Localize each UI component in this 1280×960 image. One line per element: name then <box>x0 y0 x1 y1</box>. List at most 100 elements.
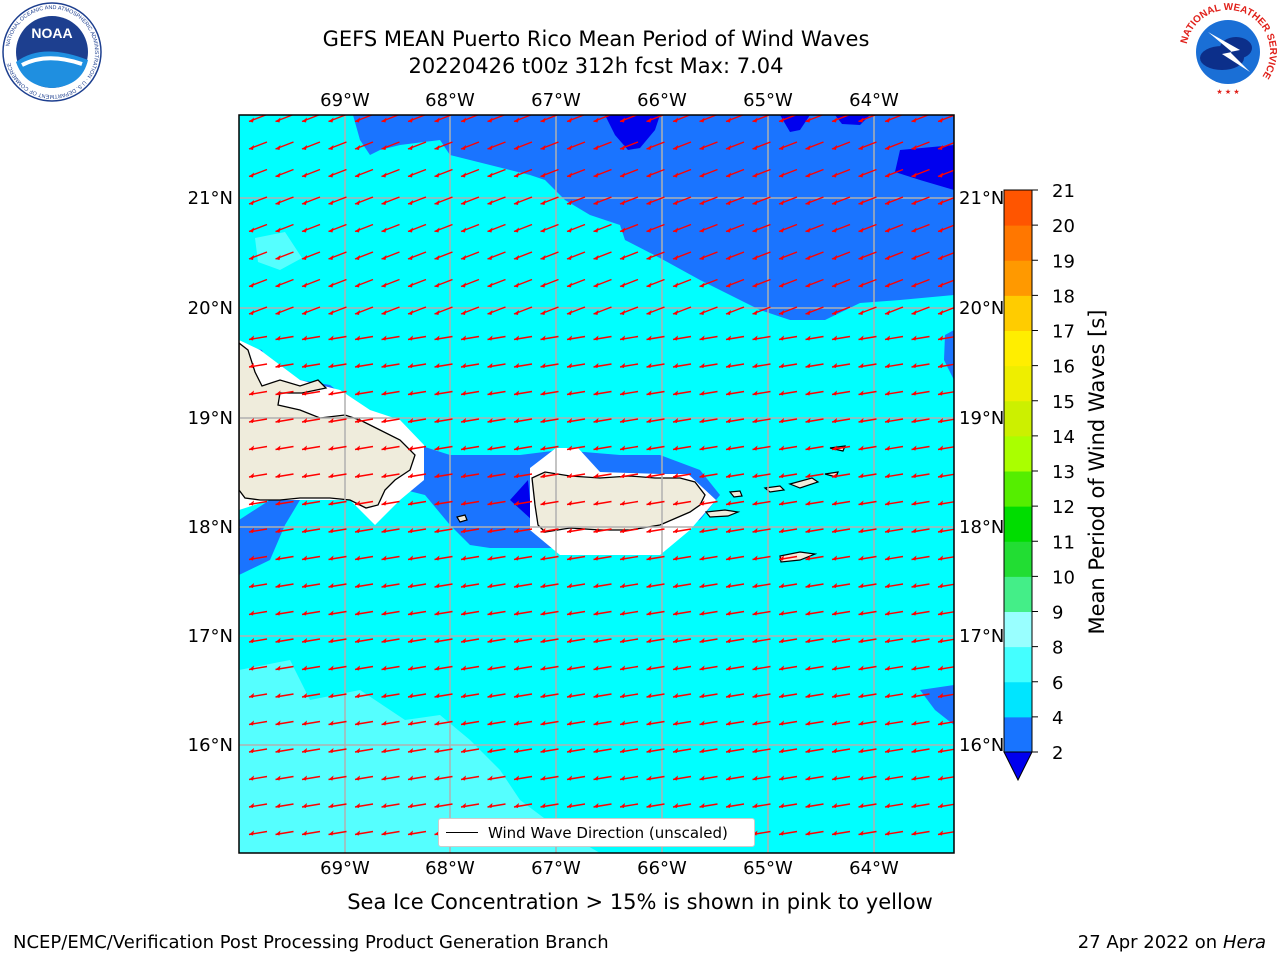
wind-wave-arrowhead <box>275 363 281 368</box>
wind-wave-arrowhead <box>567 803 572 808</box>
wind-wave-arrowhead <box>593 172 599 178</box>
wind-wave-arrowhead <box>275 310 281 315</box>
wind-wave-arrowhead <box>434 255 440 260</box>
wind-wave-arrowhead <box>461 610 466 616</box>
wind-wave-arrowhead <box>832 555 837 561</box>
wind-wave-arrowhead <box>249 803 254 808</box>
wind-wave-arrowhead <box>355 335 360 341</box>
wind-wave-arrowhead <box>328 610 334 616</box>
wind-wave-arrowhead <box>408 665 413 671</box>
wind-wave-arrowhead <box>832 200 837 205</box>
wind-wave-arrowhead <box>593 610 599 616</box>
wind-wave-arrowhead <box>302 200 307 205</box>
wind-wave-arrowhead <box>540 748 546 753</box>
wind-wave-arrowhead <box>805 803 811 808</box>
wind-wave-arrowhead <box>646 418 652 423</box>
wind-wave-arrowhead <box>514 638 519 643</box>
wind-wave-arrowhead <box>699 255 705 260</box>
wind-wave-arrowhead <box>858 282 864 288</box>
wind-wave-arrowhead <box>302 830 307 836</box>
colorbar-segment <box>1004 435 1032 472</box>
wind-wave-arrowhead <box>593 390 599 396</box>
wind-wave-arrowhead <box>381 363 387 368</box>
wind-wave-arrowhead <box>302 363 307 368</box>
wind-wave-arrowhead <box>938 172 943 178</box>
wind-wave-arrowhead <box>302 610 307 616</box>
wind-wave-arrowhead <box>302 555 307 561</box>
lon-label-top: 65°W <box>743 90 793 111</box>
wind-wave-arrowhead <box>514 748 519 753</box>
wind-wave-arrowhead <box>911 172 917 178</box>
wind-wave-arrowhead <box>461 528 466 533</box>
wind-wave-arrowhead <box>726 310 731 315</box>
wind-wave-arrowhead <box>673 720 678 726</box>
wind-wave-arrowhead <box>302 255 307 260</box>
lat-label-left: 19°N <box>188 408 233 429</box>
wind-wave-arrowhead <box>381 473 387 478</box>
wind-wave-arrowhead <box>673 310 678 315</box>
wind-wave-arrowhead <box>355 418 360 423</box>
wind-wave-arrowhead <box>461 418 466 423</box>
wind-wave-arrowhead <box>673 418 678 423</box>
wind-wave-arrowhead <box>381 145 387 150</box>
wind-wave-arrowhead <box>381 200 387 205</box>
wind-wave-arrowhead <box>885 748 890 753</box>
wind-wave-arrowhead <box>514 363 519 368</box>
wind-wave-arrowhead <box>752 117 758 123</box>
wind-wave-arrowhead <box>832 335 837 341</box>
colorbar-tick-label: 17 <box>1052 322 1075 343</box>
wind-wave-arrowhead <box>434 775 440 781</box>
wind-wave-arrowhead <box>752 310 758 315</box>
wind-wave-arrowhead <box>911 500 917 506</box>
lon-label-top: 68°W <box>425 90 475 111</box>
wind-wave-arrowhead <box>752 555 758 561</box>
wind-wave-arrowhead <box>699 390 705 396</box>
wind-wave-arrowhead <box>381 117 387 123</box>
colorbar-tick-label: 16 <box>1052 357 1075 378</box>
wind-wave-arrowhead <box>487 803 493 808</box>
colorbar-segment <box>1004 225 1032 261</box>
wind-wave-arrowhead <box>646 610 652 616</box>
lon-label-top: 64°W <box>849 90 899 111</box>
lat-label-right: 17°N <box>959 626 1004 647</box>
title-line-1: GEFS MEAN Puerto Rico Mean Period of Win… <box>322 27 870 51</box>
wind-wave-arrowhead <box>752 282 758 288</box>
period-2-4s-hispaniola-south <box>239 500 300 575</box>
wind-wave-arrowhead <box>911 555 917 561</box>
wind-wave-arrowhead <box>805 363 811 368</box>
wind-wave-arrowhead <box>593 255 599 260</box>
wind-wave-arrowhead <box>593 145 599 150</box>
wind-wave-arrowhead <box>249 227 254 233</box>
lat-label-left: 18°N <box>188 517 233 538</box>
wind-wave-arrowhead <box>752 665 758 671</box>
wind-wave-arrowhead <box>911 775 917 781</box>
wind-wave-arrowhead <box>832 528 837 533</box>
wind-wave-arrowhead <box>487 390 493 396</box>
wind-wave-arrowhead <box>858 748 864 753</box>
wind-wave-arrowhead <box>408 418 413 423</box>
wind-wave-arrowhead <box>540 720 546 726</box>
wind-wave-arrowhead <box>911 610 917 616</box>
wind-wave-arrowhead <box>355 528 360 533</box>
lon-labels-bottom: 69°W 68°W 67°W 66°W 65°W 64°W <box>320 858 899 879</box>
wind-wave-arrowhead <box>275 803 281 808</box>
wind-wave-arrowhead <box>858 390 864 396</box>
wind-wave-arrowhead <box>328 335 334 341</box>
wind-wave-arrowhead <box>540 335 546 341</box>
lon-label-top: 69°W <box>320 90 370 111</box>
wind-wave-arrowhead <box>779 775 784 781</box>
wind-wave-arrowhead <box>938 720 943 726</box>
wind-wave-arrowhead <box>249 117 254 123</box>
wind-wave-arrowhead <box>355 693 360 698</box>
wind-wave-arrowhead <box>620 583 625 588</box>
period-6-8s-area-nw <box>255 232 302 270</box>
wind-wave-arrowhead <box>646 775 652 781</box>
wind-wave-arrowhead <box>355 282 360 288</box>
wind-wave-arrowhead <box>434 282 440 288</box>
wind-wave-arrowhead <box>620 255 625 260</box>
wind-wave-arrowhead <box>620 500 625 506</box>
wind-wave-arrowhead <box>540 363 546 368</box>
wind-wave-arrowhead <box>249 830 254 836</box>
wind-wave-arrowhead <box>858 418 864 423</box>
wind-wave-arrowhead <box>699 418 705 423</box>
